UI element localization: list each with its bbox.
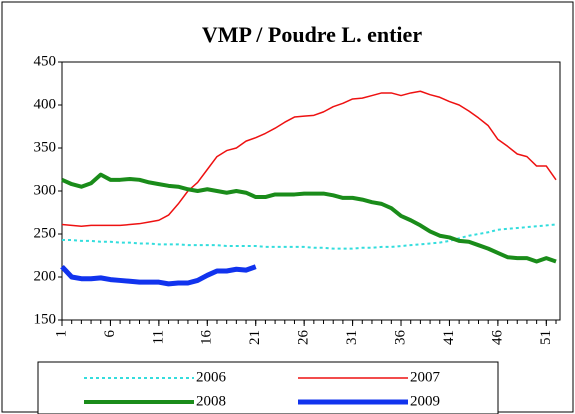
x-tick-label: 31	[344, 330, 360, 345]
chart-title: VMP / Poudre L. entier	[202, 22, 422, 47]
series-line	[61, 172, 557, 264]
x-tick-label: 16	[199, 330, 215, 346]
legend-label: 2008	[196, 393, 226, 409]
y-tick-label: 450	[34, 53, 57, 69]
x-tick-label: 11	[150, 330, 166, 344]
series-line	[62, 223, 557, 250]
y-tick-label: 400	[34, 96, 57, 112]
x-tick-label: 6	[102, 330, 118, 338]
x-tick-label: 51	[538, 330, 554, 345]
x-tick-label: 1	[53, 330, 69, 338]
x-tick-label: 36	[392, 330, 408, 346]
y-tick-label: 350	[34, 139, 57, 155]
y-tick-label: 250	[34, 225, 57, 241]
x-tick-label: 26	[296, 330, 312, 346]
series-line	[60, 264, 257, 287]
x-tick-label: 21	[247, 330, 263, 345]
y-tick-label: 300	[34, 182, 57, 198]
x-tick-label: 41	[441, 330, 457, 345]
y-tick-label: 200	[34, 268, 57, 284]
legend-label: 2006	[196, 369, 227, 385]
x-tick-label: 46	[489, 329, 505, 345]
legend-box	[37, 361, 499, 414]
y-tick-label: 150	[34, 311, 57, 327]
legend-label: 2007	[410, 369, 441, 385]
legend-label: 2009	[410, 393, 440, 409]
series-line	[61, 90, 557, 228]
